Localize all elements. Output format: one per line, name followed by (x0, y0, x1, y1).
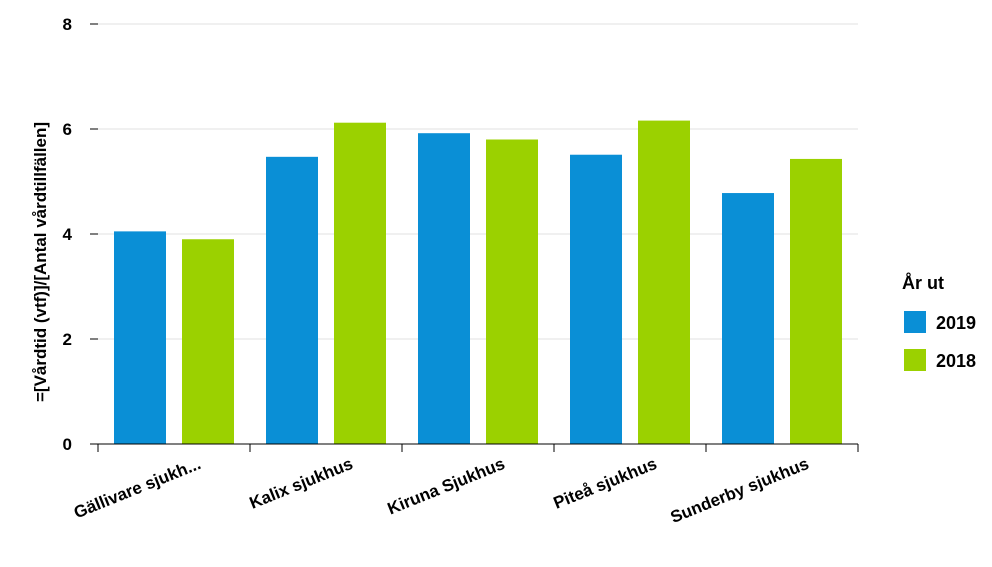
x-tick-label: Piteå sjukhus (551, 454, 660, 513)
y-tick-labels: 0 2 4 6 8 (63, 15, 73, 454)
bar-2019-2 (418, 133, 470, 444)
legend-label-2018: 2018 (936, 351, 976, 371)
axes (90, 23, 859, 452)
bar-2018-1 (334, 122, 386, 444)
x-tick-label: Gällivare sjukh... (71, 454, 203, 522)
y-tick-label: 6 (63, 120, 72, 139)
legend-title: År ut (902, 273, 944, 293)
y-tick-label: 4 (63, 225, 73, 244)
y-tick-label: 2 (63, 330, 72, 349)
x-tick-label: Sunderby sjukhus (668, 454, 812, 527)
bar-2018-0 (182, 239, 234, 444)
x-tick-label: Kiruna Sjukhus (385, 454, 508, 518)
bar-2019-1 (266, 156, 318, 444)
bar-2018-3 (638, 120, 690, 444)
bar-2019-3 (570, 154, 622, 444)
bar-2019-4 (722, 193, 774, 444)
bars (114, 120, 842, 445)
bar-2019-0 (114, 231, 166, 444)
bar-2018-2 (486, 139, 538, 444)
y-axis-label: =[Vårdtid (vtf)]/[Antal vårdtillfällen] (31, 122, 50, 402)
legend-items: 2019 2018 (904, 311, 976, 371)
y-tick-label: 8 (63, 15, 72, 34)
legend: År ut 2019 2018 (902, 273, 976, 371)
y-tick-label: 0 (63, 435, 72, 454)
legend-label-2019: 2019 (936, 313, 976, 333)
x-tick-labels: Gällivare sjukh... Kalix sjukhus Kiruna Sj… (71, 454, 811, 527)
bar-2018-4 (790, 158, 842, 445)
legend-swatch-2018 (904, 349, 926, 371)
x-tick-label: Kalix sjukhus (247, 454, 356, 513)
legend-swatch-2019 (904, 311, 926, 333)
